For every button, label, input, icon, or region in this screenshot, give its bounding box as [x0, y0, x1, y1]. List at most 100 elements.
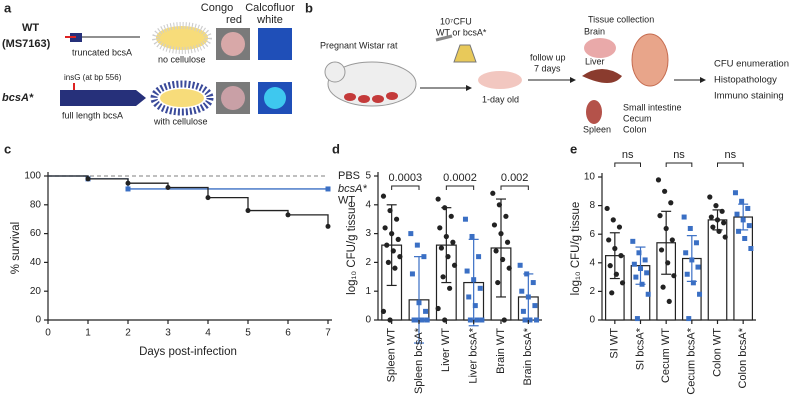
data-point: [440, 274, 446, 280]
data-point: [686, 316, 692, 322]
x-tick-label: 2: [125, 328, 131, 339]
y-tick-label: 1: [365, 286, 371, 297]
gene-label: insG (at bp 556): [64, 73, 122, 82]
data-point: [438, 245, 445, 251]
data-point: [697, 291, 703, 297]
data-point: [655, 177, 662, 183]
organ-label: Brain: [584, 26, 605, 36]
data-point: [385, 259, 391, 265]
series-label: PBS: [338, 170, 360, 182]
y-tick-label: 80: [30, 199, 42, 210]
y-tick-label: 4: [589, 257, 595, 268]
significance-bracket: [665, 162, 693, 167]
data-point: [633, 274, 639, 280]
data-point: [419, 317, 425, 323]
panel-label: c: [4, 141, 11, 156]
data-point: [619, 280, 626, 286]
data-point: [742, 235, 748, 241]
data-point: [734, 211, 740, 217]
step-label: 1-day old: [482, 94, 519, 104]
readout: CFU enumeration: [714, 59, 789, 70]
x-tick-label: 0: [45, 328, 51, 339]
organ-label: Cecum: [623, 113, 652, 123]
data-point: [736, 228, 742, 234]
step-label: Tissue collection: [588, 14, 654, 24]
data-point: [690, 280, 696, 286]
data-point: [746, 223, 752, 229]
x-tick-label: SI bcsA*: [634, 327, 646, 370]
data-point: [447, 285, 453, 291]
x-axis-label: Days post-infection: [139, 346, 237, 358]
data-point: [435, 196, 441, 202]
data-point: [609, 290, 615, 296]
cell-label: with cellulose: [153, 116, 208, 126]
data-point: [503, 213, 509, 219]
data-point: [722, 234, 728, 240]
data-point: [666, 298, 672, 305]
data-point: [466, 294, 472, 300]
data-point: [413, 317, 419, 323]
data-point: [448, 213, 454, 219]
y-axis-label: log₁₀ CFU/g tissue: [570, 202, 582, 296]
strain-label: WT: [22, 22, 39, 34]
data-point: [479, 317, 485, 323]
significance-label: 0.002: [501, 172, 529, 184]
data-point: [693, 240, 699, 246]
step-label: WT or bcsA*: [436, 27, 487, 37]
organ-icon: [582, 69, 622, 83]
data-point: [490, 190, 496, 196]
step-label: 10⁷CFU: [440, 16, 472, 26]
series-label: WT: [338, 194, 355, 206]
data-point: [469, 233, 475, 239]
gene-label: full length bcsA: [62, 110, 123, 120]
column-header: white: [256, 14, 283, 26]
pup-icon: [478, 71, 522, 89]
survival-line: [48, 175, 329, 227]
series-label: bcsA*: [338, 183, 367, 195]
marker: [165, 185, 171, 191]
data-point: [464, 268, 470, 274]
data-point: [435, 305, 441, 312]
y-tick-label: 10: [584, 172, 596, 183]
data-point: [380, 308, 387, 314]
x-tick-label: Spleen WT: [386, 328, 398, 383]
data-point: [636, 250, 642, 256]
x-tick-label: 7: [325, 328, 331, 339]
x-tick-label: Cecum WT: [660, 328, 672, 383]
x-tick-label: Liver bcsA*: [468, 327, 480, 383]
data-point: [423, 308, 429, 314]
x-tick-label: Colon WT: [711, 328, 723, 377]
step-label: follow up: [530, 52, 566, 62]
significance-label: 0.0003: [389, 172, 423, 184]
data-point: [517, 262, 523, 268]
column-header: Congo: [201, 2, 233, 14]
marker: [125, 186, 131, 192]
data-point: [669, 237, 675, 243]
y-tick-label: 0: [589, 315, 595, 326]
data-point: [491, 222, 498, 228]
data-point: [472, 303, 478, 309]
data-point: [739, 198, 745, 204]
data-point: [732, 190, 738, 196]
gene-label: truncated bcsA: [72, 47, 132, 57]
arrow: [466, 85, 472, 91]
data-point: [530, 280, 536, 286]
data-point: [393, 216, 400, 222]
data-point: [437, 225, 443, 231]
data-point: [684, 271, 690, 277]
data-point: [658, 247, 665, 253]
data-point: [493, 248, 499, 254]
x-tick-label: 5: [245, 328, 251, 339]
panel-label: d: [332, 141, 340, 156]
significance-label: ns: [725, 149, 737, 161]
data-point: [395, 236, 401, 242]
y-tick-label: 8: [589, 200, 595, 211]
data-point: [506, 265, 512, 271]
organ-label: Small intestine: [623, 102, 682, 112]
data-point: [397, 254, 403, 260]
y-tick-label: 60: [30, 228, 42, 239]
readout: Histopathology: [714, 75, 777, 86]
data-point: [520, 308, 526, 314]
pups-icon: [344, 92, 398, 103]
significance-label: 0.0002: [443, 172, 477, 184]
